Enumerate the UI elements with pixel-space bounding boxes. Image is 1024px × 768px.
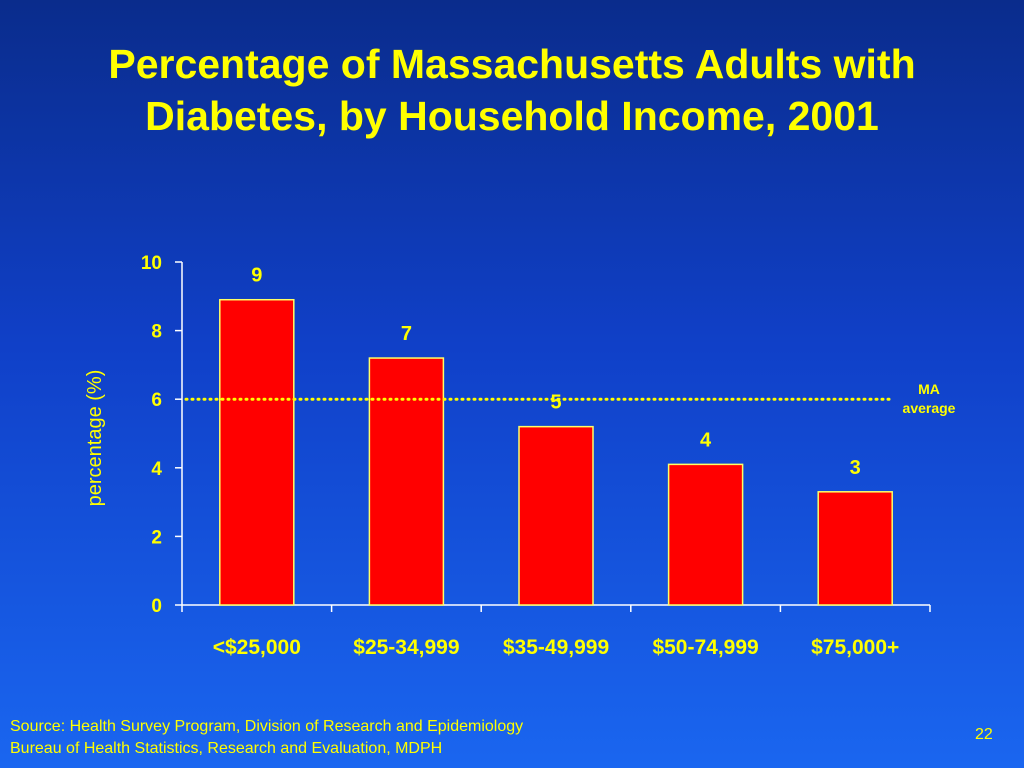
bar-value-label: 3: [850, 457, 861, 479]
slide-title-line-1: Percentage of Massachusetts Adults with: [108, 41, 916, 87]
bar: [667, 463, 744, 606]
slide-title-line-2: Diabetes, by Household Income, 2001: [145, 93, 879, 139]
bar-value-label: 9: [251, 265, 262, 287]
source-note: Source: Health Survey Program, Division …: [10, 716, 523, 760]
x-tick-label: <$25,000: [213, 636, 301, 659]
bar-value-label: 7: [401, 323, 412, 345]
y-tick-label: 6: [151, 390, 162, 411]
y-tick-label: 0: [151, 596, 162, 617]
page-number: 22: [975, 726, 993, 743]
ma-average-label-line-1: MA: [918, 381, 940, 397]
y-tick-label: 4: [151, 459, 162, 480]
bar: [518, 425, 594, 606]
source-line-2: Bureau of Health Statistics, Research an…: [10, 740, 443, 757]
bar: [368, 357, 445, 606]
x-tick-label: $50-74,999: [652, 636, 758, 659]
source-line-1: Source: Health Survey Program, Division …: [10, 718, 524, 735]
slide-title: Percentage of Massachusetts Adults with …: [0, 38, 1024, 142]
bar-value-label: 5: [550, 392, 561, 414]
bar-value-label: 4: [700, 429, 712, 451]
y-tick-label: 8: [151, 322, 162, 343]
x-tick-label: $75,000+: [811, 636, 899, 659]
y-axis-label: percentage (%): [84, 370, 106, 507]
x-tick-label: $25-34,999: [353, 636, 459, 659]
bar: [817, 491, 893, 606]
y-tick-label: 10: [141, 253, 162, 274]
bar: [219, 298, 295, 606]
ma-average-label-line-2: average: [903, 400, 956, 416]
x-tick-label: $35-49,999: [503, 636, 609, 659]
y-tick-label: 2: [151, 527, 162, 548]
